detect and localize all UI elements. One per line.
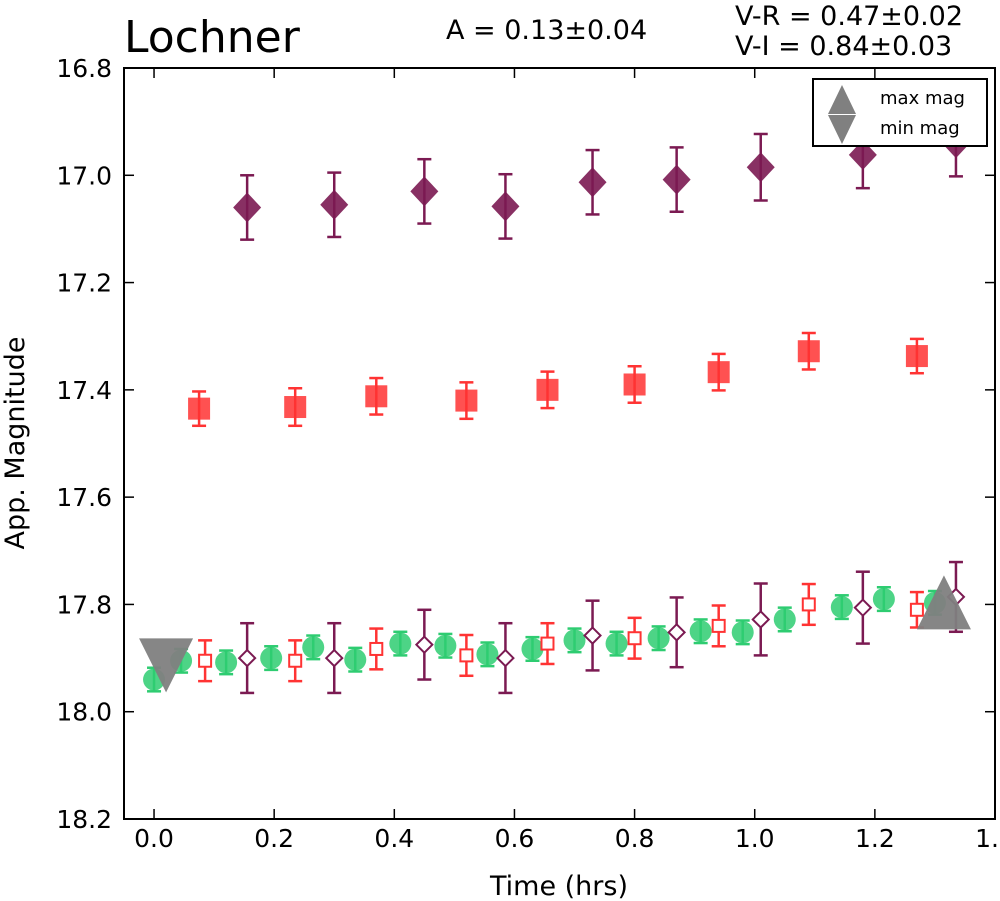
plot-frame — [123, 67, 996, 820]
data-point-diamond — [320, 189, 349, 220]
data-point-open-square — [711, 618, 726, 633]
data-point-open-square — [198, 653, 213, 668]
data-point-diamond — [491, 191, 520, 222]
data-point-open-diamond — [237, 648, 257, 668]
y-tick-label: 18.2 — [56, 805, 112, 834]
x-tick-label: 0.4 — [374, 824, 414, 853]
data-point-circle — [389, 632, 412, 655]
y-tick-label: 17.0 — [56, 161, 112, 190]
data-point-square — [707, 361, 730, 384]
data-point-circle — [260, 647, 283, 670]
data-point-open-square — [540, 636, 555, 651]
data-point-open-diamond — [853, 598, 873, 618]
data-point-circle — [344, 648, 367, 671]
legend-label-min-mag: min mag — [880, 118, 960, 139]
y-tick-label: 17.8 — [56, 590, 112, 619]
data-point-circle — [830, 596, 853, 619]
data-point-circle — [521, 637, 544, 660]
data-point-diamond — [746, 152, 775, 183]
min-mag-marker — [139, 638, 194, 693]
data-point-open-diamond — [324, 648, 344, 668]
data-point-square — [797, 340, 820, 363]
data-point-square — [536, 378, 559, 401]
data-point-circle — [434, 634, 457, 657]
y-tick-label: 18.0 — [56, 698, 112, 727]
data-point-square — [188, 397, 211, 420]
data-point-circle — [647, 627, 670, 650]
y-axis-label: App. Magnitude — [0, 337, 31, 550]
x-tick-label: 1.4 — [975, 824, 1000, 853]
x-tick-label: 0.6 — [495, 824, 535, 853]
data-point-circle — [605, 632, 628, 655]
x-tick-label: 0.0 — [134, 824, 174, 853]
series-open-diamond — [237, 560, 966, 695]
legend: max mag min mag — [812, 78, 988, 147]
data-point-circle — [773, 608, 796, 631]
data-layer — [139, 108, 971, 695]
data-point-circle — [731, 621, 754, 644]
data-point-diamond — [848, 139, 877, 170]
y-tick-label: 17.2 — [56, 269, 112, 298]
data-point-circle — [872, 588, 895, 611]
data-point-open-diamond — [667, 622, 687, 642]
data-point-diamond — [662, 164, 691, 195]
data-point-open-square — [627, 631, 642, 646]
data-point-open-square — [801, 597, 816, 612]
y-tick-label: 16.8 — [56, 54, 112, 83]
data-point-diamond — [578, 167, 607, 198]
data-point-square — [455, 389, 478, 412]
data-point-open-diamond — [496, 648, 515, 668]
data-point-circle — [215, 651, 238, 674]
data-point-open-square — [288, 653, 303, 668]
series-open-square — [198, 582, 924, 683]
v-r-color-annotation: V-R = 0.47±0.02 — [735, 1, 964, 32]
x-tick-label: 0.2 — [254, 824, 294, 853]
data-point-open-square — [459, 648, 474, 663]
data-point-circle — [563, 629, 586, 652]
data-point-open-square — [909, 602, 924, 617]
y-tick-label: 17.6 — [56, 483, 112, 512]
x-tick-label: 1.0 — [735, 824, 775, 853]
data-point-circle — [476, 643, 499, 666]
data-point-square — [284, 396, 307, 419]
x-tick-label: 0.8 — [615, 824, 655, 853]
series-filled-diamond — [233, 108, 970, 241]
axis-layer: 0.0 0.2 0.4 0.6 0.8 1.0 1.2 1.4 16.8 17.0 17.2 17.4… — [56, 54, 1000, 853]
max-mag-legend-icon — [828, 85, 856, 114]
max-mag-marker — [916, 575, 971, 630]
data-point-open-square — [369, 641, 384, 656]
data-point-open-diamond — [414, 635, 434, 655]
data-point-diamond — [410, 176, 439, 207]
data-point-open-diamond — [751, 610, 771, 629]
chart-title: Lochner — [124, 12, 300, 63]
legend-label-max-mag: max mag — [880, 88, 965, 109]
series-circle — [143, 586, 946, 693]
data-point-square — [365, 385, 388, 408]
x-axis-label: Time (hrs) — [489, 871, 628, 901]
data-point-circle — [302, 636, 325, 659]
data-point-open-diamond — [583, 626, 602, 645]
data-point-square — [623, 373, 646, 396]
series-filled-square — [188, 331, 928, 428]
data-point-circle — [689, 620, 712, 643]
x-tick-label: 1.2 — [855, 824, 895, 853]
v-i-color-annotation: V-I = 0.84±0.03 — [735, 31, 953, 62]
min-mag-legend-icon — [828, 115, 856, 144]
data-point-diamond — [233, 192, 262, 223]
data-point-square — [905, 345, 928, 368]
amplitude-annotation: A = 0.13±0.04 — [446, 15, 648, 46]
y-tick-label: 17.4 — [56, 376, 112, 405]
